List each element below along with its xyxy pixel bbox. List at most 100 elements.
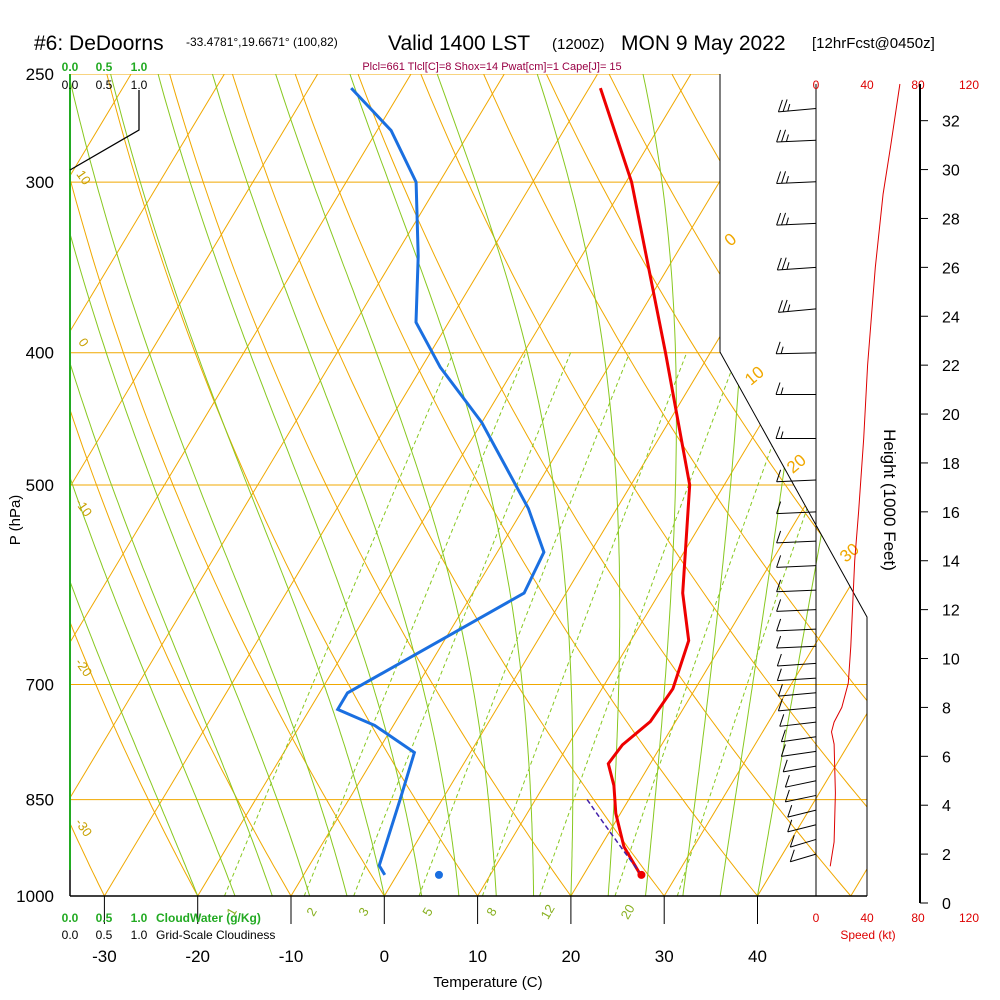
wind-barb-flag bbox=[775, 426, 781, 439]
cloudiness-tick-bottom: 0.5 bbox=[96, 928, 113, 942]
cloudwater-tick-bottom: 1.0 bbox=[131, 911, 148, 925]
surface-temperature-marker bbox=[637, 870, 646, 879]
moist-adiabat bbox=[70, 476, 236, 896]
mixing-ratio-label: 12 bbox=[537, 902, 557, 922]
wind-barb-flag bbox=[776, 469, 782, 482]
isotherm bbox=[70, 74, 412, 644]
wind-barb-flag bbox=[776, 501, 782, 514]
wind-barb bbox=[787, 805, 817, 818]
cloudiness-profile bbox=[69, 90, 140, 171]
mixing-ratio-label: 5 bbox=[419, 905, 436, 919]
isotherm bbox=[757, 712, 867, 896]
wind-barb-shaft bbox=[776, 645, 817, 649]
wind-barb-half-flag bbox=[785, 175, 789, 184]
wind-barb bbox=[776, 212, 817, 226]
wind-barb-shaft bbox=[776, 565, 817, 568]
wind-barb bbox=[780, 744, 817, 757]
wind-barb-half-flag bbox=[786, 262, 790, 270]
wind-barb bbox=[776, 171, 817, 185]
stability-params: Plcl=661 Tlcl[C]=8 Shox=14 Pwat[cm]=1 Ca… bbox=[362, 61, 621, 73]
cloudwater-axis-label: CloudWater (g/Kg) bbox=[156, 911, 261, 925]
wind-barb-shaft bbox=[783, 765, 817, 773]
wind-barb-flag bbox=[777, 99, 783, 113]
wind-barb-shaft bbox=[781, 736, 817, 743]
isotherm bbox=[290, 74, 785, 896]
wind-barb-shaft bbox=[777, 677, 817, 682]
dry-adiabat bbox=[70, 620, 199, 896]
wind-barb-flag bbox=[776, 579, 782, 592]
moist-adiabat bbox=[70, 231, 311, 896]
wind-barb-flag bbox=[776, 257, 782, 271]
speed-tick-bottom: 0 bbox=[813, 911, 820, 925]
isotherm bbox=[70, 74, 319, 488]
speed-tick-top: 80 bbox=[911, 78, 925, 92]
temperature-tick-label: 0 bbox=[380, 947, 389, 966]
wind-barb bbox=[789, 834, 817, 848]
wind-barb-flag bbox=[776, 635, 782, 649]
wind-barb-shaft bbox=[785, 780, 817, 788]
temperature-tick-label: -30 bbox=[92, 947, 117, 966]
wind-barb-half-flag bbox=[785, 217, 789, 225]
height-tick-label: 26 bbox=[942, 260, 960, 277]
moist-adiabat bbox=[110, 74, 385, 896]
pressure-tick-label: 850 bbox=[26, 791, 54, 810]
moist-adiabat bbox=[536, 74, 621, 896]
dry-adiabat bbox=[294, 74, 759, 896]
moist-adiabat bbox=[70, 78, 348, 896]
height-tick-label: 10 bbox=[942, 652, 960, 669]
height-axis-title: Height (1000 Feet) bbox=[880, 429, 899, 571]
wind-barb-shaft bbox=[787, 824, 817, 833]
wind-barb-half-flag bbox=[780, 431, 784, 439]
plot-boundary bbox=[719, 74, 868, 896]
wind-barb-shaft bbox=[776, 628, 817, 632]
wind-barb bbox=[789, 849, 817, 863]
wind-barb-shaft bbox=[781, 750, 817, 757]
wind-barb-shaft bbox=[776, 511, 817, 515]
wind-barb bbox=[775, 382, 816, 395]
mixing-ratio-line bbox=[481, 352, 688, 896]
cloudiness-tick-bottom: 1.0 bbox=[131, 928, 148, 942]
wind-barb-flag bbox=[776, 618, 782, 632]
wind-barb-shaft bbox=[777, 662, 817, 667]
wind-barb bbox=[776, 618, 817, 632]
isotherm bbox=[850, 868, 867, 896]
isotherm bbox=[663, 557, 867, 896]
temperature-tick-label: -20 bbox=[185, 947, 210, 966]
cloudwater-tick-top: 0.5 bbox=[96, 60, 113, 74]
wind-barb bbox=[780, 729, 817, 743]
station-title: #6: DeDoorns bbox=[34, 32, 164, 55]
wind-barb-shaft bbox=[777, 266, 817, 271]
wind-barb bbox=[777, 698, 817, 712]
speed-tick-bottom: 80 bbox=[911, 911, 925, 925]
temperature-tick-label: 40 bbox=[748, 947, 767, 966]
valid-time: Valid 1400 LST bbox=[388, 32, 530, 55]
background-lines bbox=[70, 50, 1000, 925]
wind-barb bbox=[776, 599, 817, 612]
height-tick-label: 0 bbox=[942, 896, 951, 913]
wind-barb-shaft bbox=[776, 589, 817, 593]
wind-barb-shaft bbox=[778, 706, 817, 712]
wind-barb-shaft bbox=[785, 794, 817, 803]
dry-adiabat bbox=[70, 176, 385, 896]
mixing-ratio-line bbox=[614, 352, 807, 896]
mixing-ratio-line bbox=[224, 352, 454, 896]
wind-barb-flag bbox=[776, 653, 782, 667]
dry-adiabat bbox=[70, 822, 105, 896]
wind-barb-shaft bbox=[776, 352, 817, 355]
wind-barb-half-flag bbox=[780, 346, 784, 354]
wind-barb-half-flag bbox=[787, 304, 791, 312]
speed-tick-top: 0 bbox=[813, 78, 820, 92]
temperature-tick-label: 20 bbox=[561, 947, 580, 966]
forecast-info: [12hrFcst@0450z] bbox=[812, 35, 935, 52]
mixing-ratio-line bbox=[418, 352, 631, 896]
speed-tick-top: 40 bbox=[860, 78, 874, 92]
wind-barb-flag bbox=[775, 382, 781, 395]
wind-barb bbox=[776, 653, 817, 667]
cloudiness-axis-label: Grid-Scale Cloudiness bbox=[156, 928, 275, 942]
dry-adiabat bbox=[970, 50, 1000, 925]
wind-speed-line bbox=[829, 83, 901, 867]
pressure-tick-label: 500 bbox=[26, 476, 54, 495]
moist-adiabat bbox=[70, 361, 273, 896]
wind-barb-flag bbox=[781, 212, 787, 226]
